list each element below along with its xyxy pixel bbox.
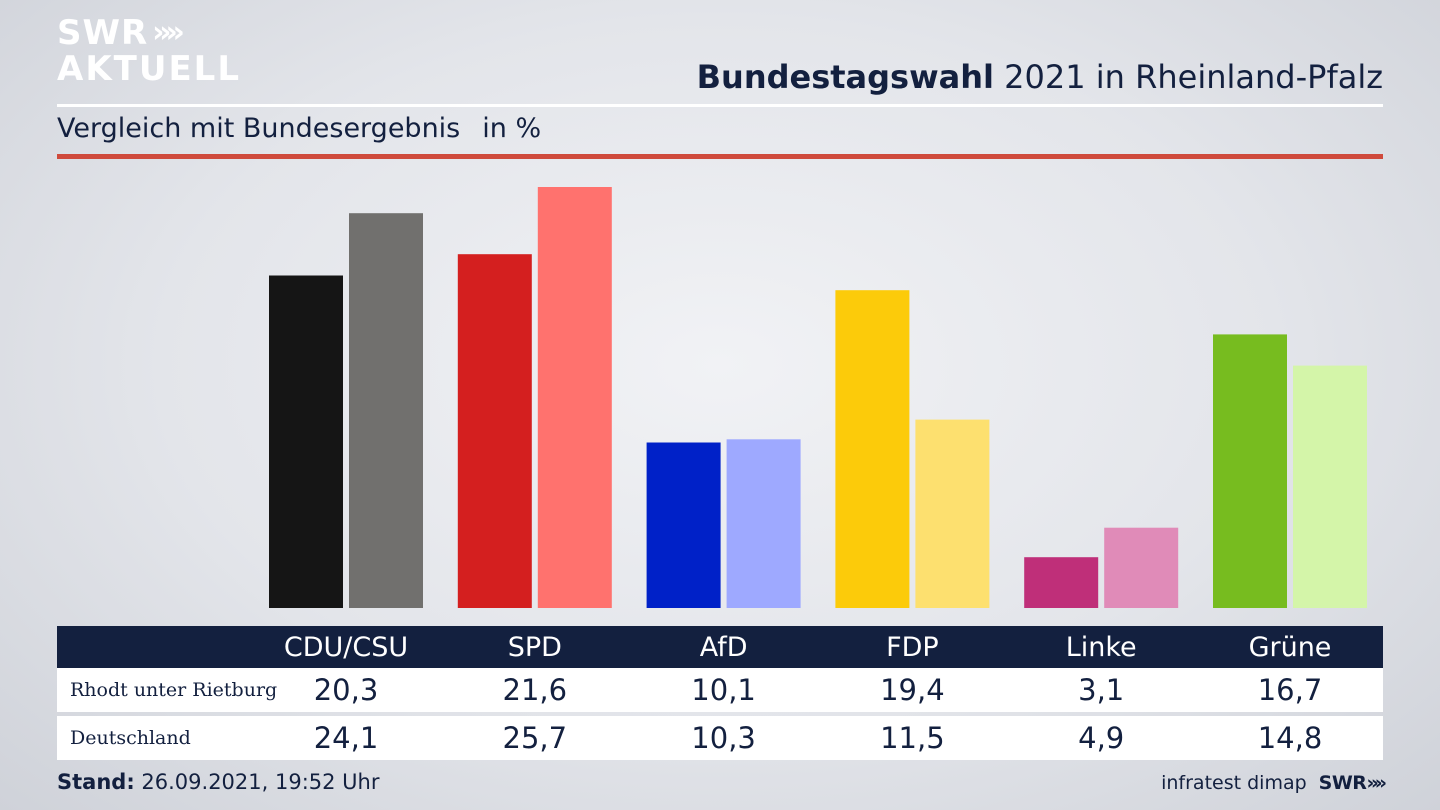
timestamp: Stand: 26.09.2021, 19:52 Uhr [57, 770, 380, 794]
source-credit: infratest dimap SWR»» [1161, 772, 1387, 794]
column-header: AfD [699, 631, 748, 663]
row-label: Deutschland [70, 727, 191, 749]
column-header: Linke [1065, 631, 1137, 663]
logo-line2: AKTUELL [57, 49, 242, 89]
bar-fdp-national [915, 419, 990, 608]
table-cell: 21,6 [502, 673, 568, 707]
subtitle-unit: in % [482, 113, 542, 144]
bar-chart [269, 187, 1367, 608]
stand-value: 26.09.2021, 19:52 Uhr [134, 770, 380, 794]
table-cell: 11,5 [880, 721, 945, 755]
bar-linke-national [1104, 527, 1179, 608]
swr-logo-text: SWR [1318, 772, 1367, 794]
swr-logo-small: SWR»» [1318, 772, 1387, 794]
table-row: Rhodt unter Rietburg 20,3 21,6 10,1 19,4 3,1… [57, 668, 1383, 712]
table-cell: 25,7 [502, 721, 568, 755]
row-label: Rhodt unter Rietburg [70, 679, 278, 701]
bar-afd-national [726, 439, 801, 608]
bar-gr-ne-national [1293, 365, 1367, 608]
swr-aktuell-logo: SWR»» AKTUELL [57, 16, 241, 86]
table-cell: 3,1 [1078, 673, 1125, 707]
subtitle-text: Vergleich mit Bundesergebnis [57, 113, 461, 144]
bar-spd-national [537, 187, 612, 608]
bar-gr-ne-local [1213, 334, 1287, 608]
logo-line1: SWR [57, 13, 149, 53]
stand-label: Stand: [57, 770, 135, 794]
chart-subtitle: Vergleich mit Bundesergebnis in % [57, 113, 541, 144]
subtitle-divider [57, 154, 1383, 159]
column-header: CDU/CSU [283, 631, 409, 663]
swr-arrows-icon: »» [1366, 772, 1386, 794]
table-cell: 10,1 [691, 673, 756, 707]
table-cell: 24,1 [313, 721, 379, 755]
source-name: infratest dimap [1161, 772, 1307, 794]
bar-linke-local [1024, 557, 1099, 608]
title-bold: Bundestagswahl [696, 58, 994, 96]
table-header-row: CDU/CSU SPD AfD FDP Linke Grüne [57, 626, 1383, 668]
table-cell: 16,7 [1257, 673, 1323, 707]
bar-cdu-csu-national [349, 213, 423, 608]
bar-afd-local [646, 442, 721, 608]
bar-spd-local [457, 254, 532, 608]
table-cell: 19,4 [880, 673, 945, 707]
table-row: Deutschland 24,1 25,7 10,3 11,5 4,9 14,8 [57, 716, 1383, 760]
title-rest: 2021 in Rheinland-Pfalz [994, 58, 1383, 96]
table-cell: 4,9 [1078, 721, 1125, 755]
table-cell: 14,8 [1257, 721, 1323, 755]
page-title: Bundestagswahl 2021 in Rheinland-Pfalz [697, 58, 1383, 96]
column-header: FDP [886, 631, 939, 663]
column-header: Grüne [1248, 631, 1332, 663]
results-table: CDU/CSU SPD AfD FDP Linke Grüne Rhodt unter R… [57, 626, 1383, 760]
table-cell: 10,3 [691, 721, 756, 755]
title-divider [57, 104, 1383, 107]
bar-cdu-csu-local [269, 275, 343, 608]
bar-fdp-local [835, 290, 910, 608]
table-cell: 20,3 [313, 673, 379, 707]
column-header: SPD [507, 631, 562, 663]
